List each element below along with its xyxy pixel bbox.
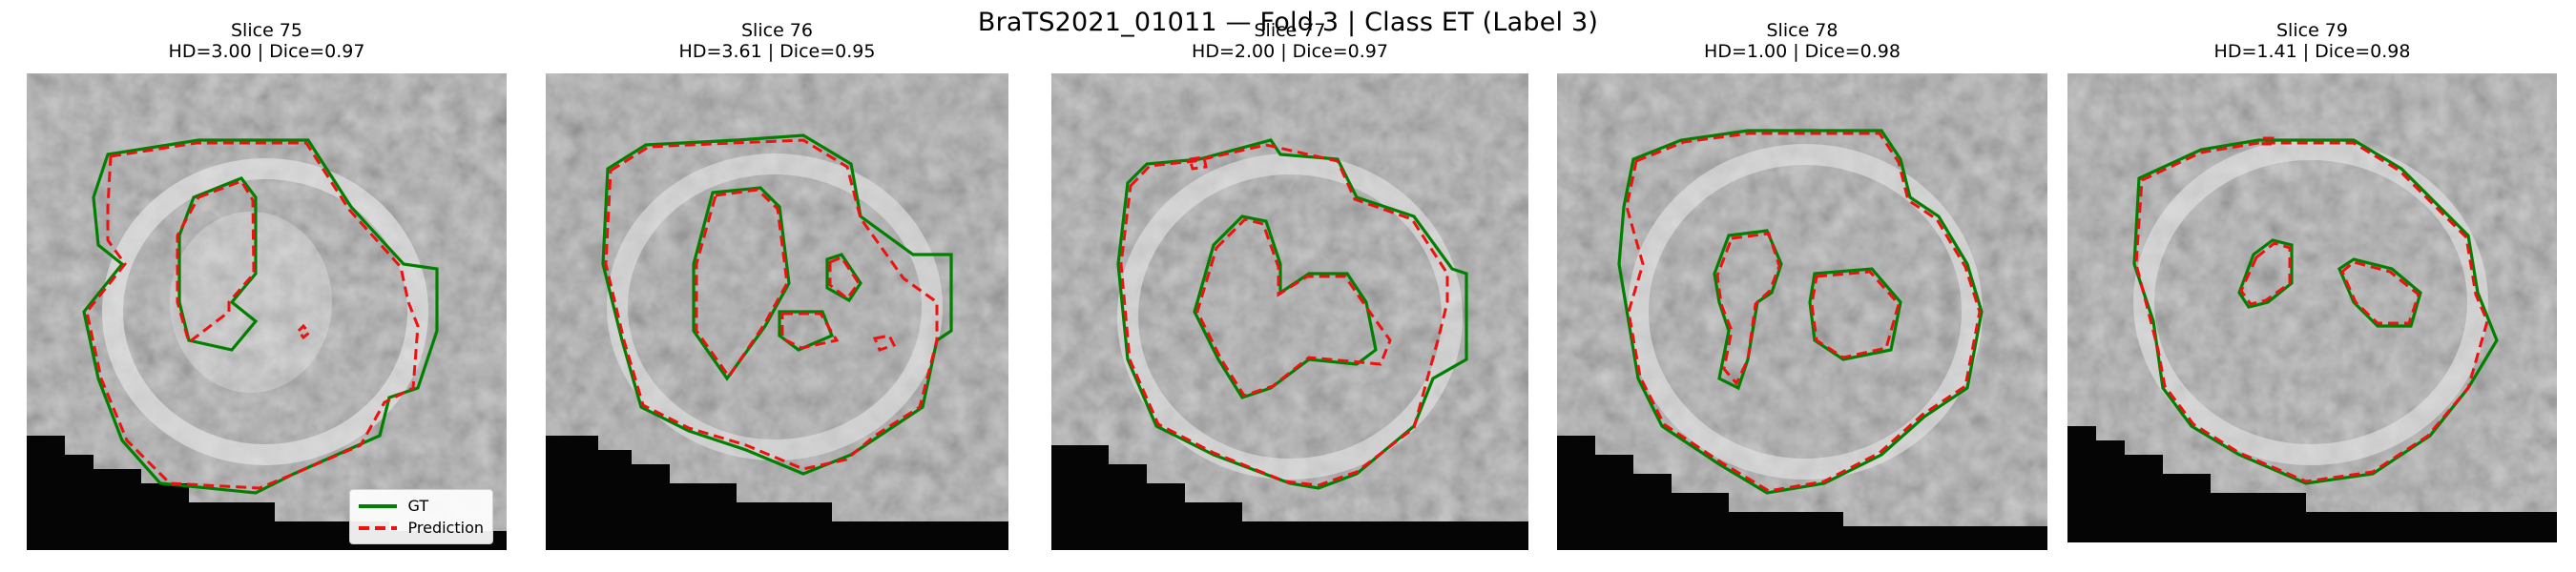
metrics-label: HD=3.61 | Dice=0.95 <box>678 41 876 62</box>
gt-line-swatch <box>358 503 397 508</box>
prediction-contour <box>1625 132 1982 493</box>
panel-title: Slice 79 HD=1.41 | Dice=0.98 <box>2067 20 2557 62</box>
slice-label: Slice 75 <box>231 20 302 41</box>
metrics-label: HD=1.00 | Dice=0.98 <box>1704 41 1901 62</box>
mri-slice-image <box>2067 73 2557 542</box>
mri-slice-image <box>1051 73 1528 550</box>
legend-gt-label: GT <box>407 497 429 515</box>
slice-label: Slice 78 <box>1766 20 1839 41</box>
slice-panel: Slice 78 HD=1.00 | Dice=0.98 <box>1557 20 2047 550</box>
slice-panel: Slice 79 HD=1.41 | Dice=0.98 <box>2067 20 2557 542</box>
figure-title: BraTS2021_01011 — Fold 3 | Class ET (Lab… <box>977 8 1599 37</box>
prediction-contour <box>2134 136 2489 483</box>
slice-panel: Slice 75 HD=3.00 | Dice=0.97 <box>27 20 507 550</box>
slice-panel: Slice 76 HD=3.61 | Dice=0.95 <box>546 20 1008 550</box>
gt-contour <box>1116 138 1468 490</box>
prediction-contour <box>1119 143 1449 487</box>
mri-canvas <box>2067 73 2557 542</box>
prediction-contour <box>85 141 420 490</box>
mri-canvas <box>546 73 1008 550</box>
metrics-label: HD=3.00 | Dice=0.97 <box>168 41 365 62</box>
mri-canvas <box>27 73 507 550</box>
panel-title: Slice 77 HD=2.00 | Dice=0.97 <box>1051 20 1528 62</box>
slice-label: Slice 79 <box>2276 20 2348 41</box>
legend-item-prediction: Prediction <box>358 517 484 539</box>
panel-title: Slice 75 HD=3.00 | Dice=0.97 <box>27 20 507 62</box>
mri-slice-image <box>546 73 1008 550</box>
gt-contour <box>1617 129 1984 495</box>
mri-canvas <box>1557 73 2047 550</box>
mri-slice-image <box>27 73 507 550</box>
legend-prediction-label: Prediction <box>407 519 484 537</box>
mri-canvas <box>1051 73 1528 550</box>
panel-title: Slice 76 HD=3.61 | Dice=0.95 <box>546 20 1008 62</box>
slice-label: Slice 76 <box>741 20 813 41</box>
slice-label: Slice 77 <box>1254 20 1326 41</box>
slice-panel: Slice 77 HD=2.00 | Dice=0.97 <box>1051 20 1528 550</box>
prediction-line-swatch <box>358 525 397 530</box>
panel-title: Slice 78 HD=1.00 | Dice=0.98 <box>1557 20 2047 62</box>
gt-contour <box>82 138 439 495</box>
legend-item-gt: GT <box>358 495 484 517</box>
prediction-contour <box>604 138 939 471</box>
legend: GT Prediction <box>348 489 493 544</box>
metrics-label: HD=1.41 | Dice=0.98 <box>2213 41 2411 62</box>
metrics-label: HD=2.00 | Dice=0.97 <box>1192 41 1388 62</box>
mri-slice-image <box>1557 73 2047 550</box>
